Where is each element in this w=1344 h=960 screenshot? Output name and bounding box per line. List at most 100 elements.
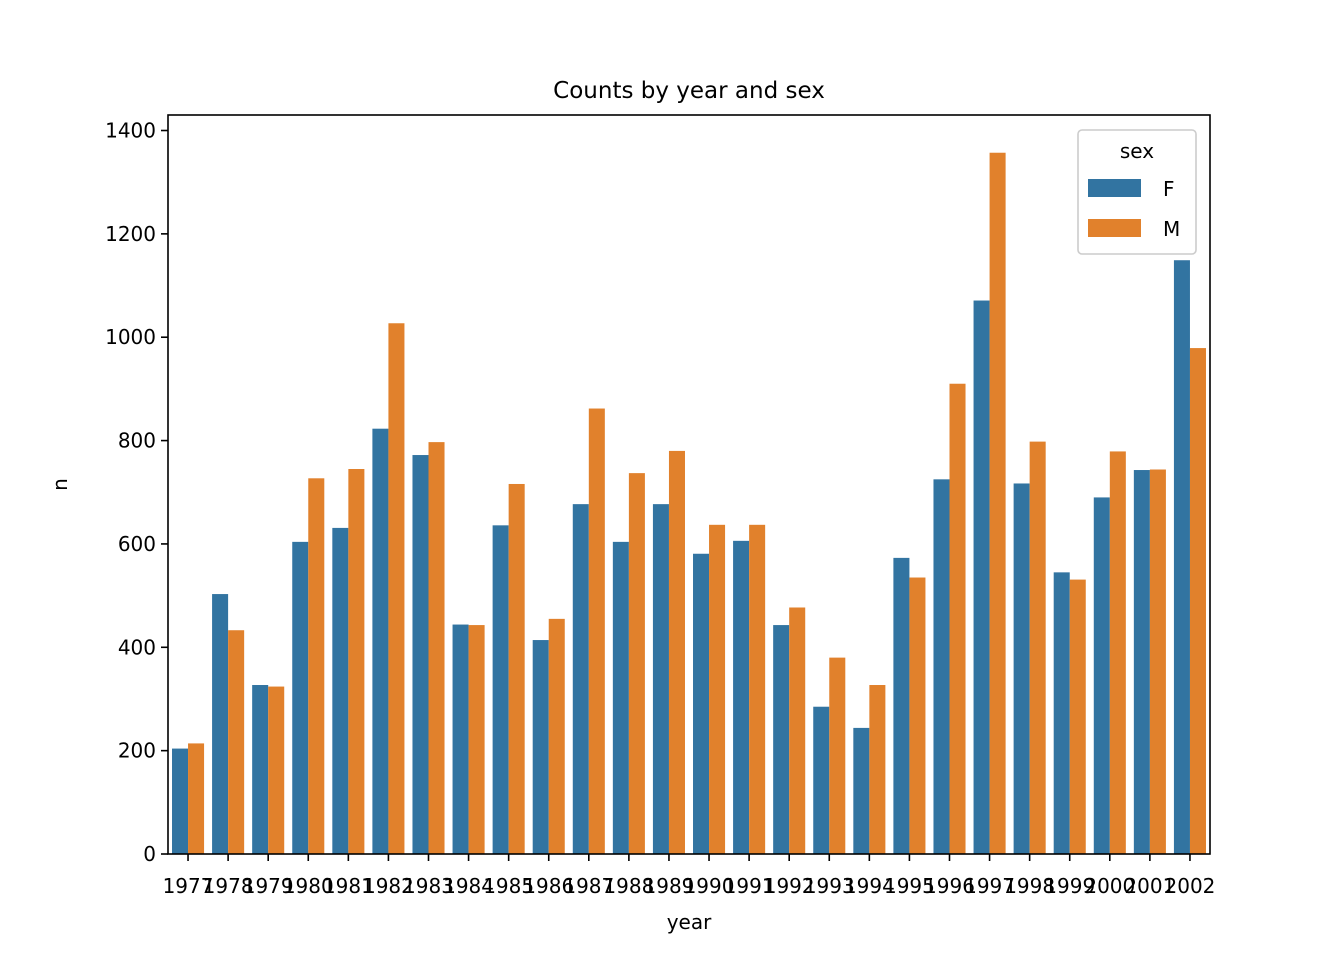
bar-M-1985 xyxy=(508,483,525,854)
bar-F-1979 xyxy=(252,685,269,854)
bar-M-1982 xyxy=(388,323,405,854)
bar-F-1996 xyxy=(933,479,950,854)
y-tick-label: 0 xyxy=(143,842,156,866)
y-tick-label: 1200 xyxy=(105,222,156,246)
bar-F-1980 xyxy=(292,541,309,854)
bar-F-1978 xyxy=(212,594,229,854)
x-tick-label: 1983 xyxy=(403,874,454,898)
plot-frame xyxy=(167,114,1211,855)
bar-F-1984 xyxy=(452,624,469,854)
x-tick-label: 1989 xyxy=(644,874,695,898)
bar-F-1988 xyxy=(612,541,629,854)
legend-swatch-F xyxy=(1088,179,1141,197)
x-tick-label: 1996 xyxy=(924,874,975,898)
x-tick-label: 1982 xyxy=(363,874,414,898)
bar-F-1987 xyxy=(572,504,589,854)
x-tick-label: 1986 xyxy=(523,874,574,898)
y-tick-label: 800 xyxy=(118,429,156,453)
x-axis: 1977197819791980198119821983198419851986… xyxy=(163,854,1216,898)
bar-F-1999 xyxy=(1053,572,1070,854)
x-tick-label: 1995 xyxy=(884,874,935,898)
bar-F-1997 xyxy=(973,300,990,854)
x-tick-label: 1987 xyxy=(563,874,614,898)
bar-M-2000 xyxy=(1109,451,1126,854)
bar-M-1987 xyxy=(588,408,605,854)
legend-swatch-M xyxy=(1088,219,1141,237)
legend: sex FM xyxy=(1077,129,1197,255)
bar-M-2002 xyxy=(1189,348,1206,854)
x-tick-label: 1994 xyxy=(844,874,895,898)
y-tick-label: 600 xyxy=(118,532,156,556)
x-tick-label: 2001 xyxy=(1124,874,1175,898)
x-tick-label: 1984 xyxy=(443,874,494,898)
bar-F-1992 xyxy=(773,625,790,854)
bars-layer xyxy=(172,152,1206,855)
bar-M-1990 xyxy=(709,524,726,854)
bar-M-1981 xyxy=(348,469,365,854)
y-tick-label: 1400 xyxy=(105,119,156,143)
x-tick-label: 1999 xyxy=(1044,874,1095,898)
legend-label-M: M xyxy=(1163,217,1180,241)
bar-M-1979 xyxy=(268,686,285,854)
bar-M-1996 xyxy=(949,383,966,854)
bar-F-1990 xyxy=(693,553,710,854)
bar-F-1993 xyxy=(813,706,830,854)
bar-F-2002 xyxy=(1173,260,1190,855)
bar-F-1981 xyxy=(332,527,349,854)
bar-F-1983 xyxy=(412,455,429,854)
x-tick-label: 1998 xyxy=(1004,874,1055,898)
x-axis-label: year xyxy=(667,910,712,934)
legend-items: FM xyxy=(1088,177,1180,241)
x-tick-label: 1985 xyxy=(483,874,534,898)
bar-M-2001 xyxy=(1149,469,1166,854)
chart-title: Counts by year and sex xyxy=(553,78,825,104)
x-tick-label: 1988 xyxy=(603,874,654,898)
legend-title: sex xyxy=(1120,139,1154,163)
x-tick-label: 1980 xyxy=(283,874,334,898)
x-tick-label: 1990 xyxy=(684,874,735,898)
x-tick-label: 2000 xyxy=(1084,874,1135,898)
bar-M-1993 xyxy=(829,657,846,854)
y-axis-label: n xyxy=(48,478,72,491)
bar-F-1985 xyxy=(492,525,509,854)
bar-M-1980 xyxy=(308,478,325,854)
bar-M-1997 xyxy=(989,152,1006,855)
bar-F-1982 xyxy=(372,428,389,854)
bar-F-1989 xyxy=(652,504,669,854)
bar-M-1978 xyxy=(228,630,245,854)
bar-M-1999 xyxy=(1069,579,1086,854)
y-axis: 0 200 400 600 800 1000 1200 1400 xyxy=(105,119,168,866)
bar-M-1998 xyxy=(1029,441,1046,854)
x-tick-label: 1979 xyxy=(243,874,294,898)
bar-M-1983 xyxy=(428,442,445,854)
x-tick-label: 1977 xyxy=(163,874,214,898)
bar-F-1995 xyxy=(893,557,910,854)
bar-F-1986 xyxy=(532,640,549,854)
bar-M-1994 xyxy=(869,685,886,854)
x-tick-label: 1978 xyxy=(203,874,254,898)
bar-F-1998 xyxy=(1013,483,1030,854)
bar-M-1986 xyxy=(548,618,565,854)
bar-F-1977 xyxy=(172,748,189,854)
bar-M-1992 xyxy=(789,607,806,854)
bar-F-2001 xyxy=(1133,470,1150,854)
x-tick-label: 1992 xyxy=(764,874,815,898)
x-tick-label: 1993 xyxy=(804,874,855,898)
bar-M-1984 xyxy=(468,625,485,854)
y-tick-label: 200 xyxy=(118,739,156,763)
bar-F-1991 xyxy=(733,540,750,854)
y-tick-label: 1000 xyxy=(105,325,156,349)
bar-M-1989 xyxy=(668,450,685,854)
x-tick-label: 2002 xyxy=(1165,874,1216,898)
bar-M-1977 xyxy=(188,743,205,854)
x-tick-label: 1991 xyxy=(724,874,775,898)
bar-M-1991 xyxy=(749,524,766,854)
bar-M-1988 xyxy=(628,473,645,854)
x-tick-label: 1981 xyxy=(323,874,374,898)
legend-label-F: F xyxy=(1163,177,1175,201)
y-tick-label: 400 xyxy=(118,635,156,659)
bar-F-1994 xyxy=(853,727,870,854)
bar-M-1995 xyxy=(909,577,926,854)
bar-F-2000 xyxy=(1093,497,1110,854)
